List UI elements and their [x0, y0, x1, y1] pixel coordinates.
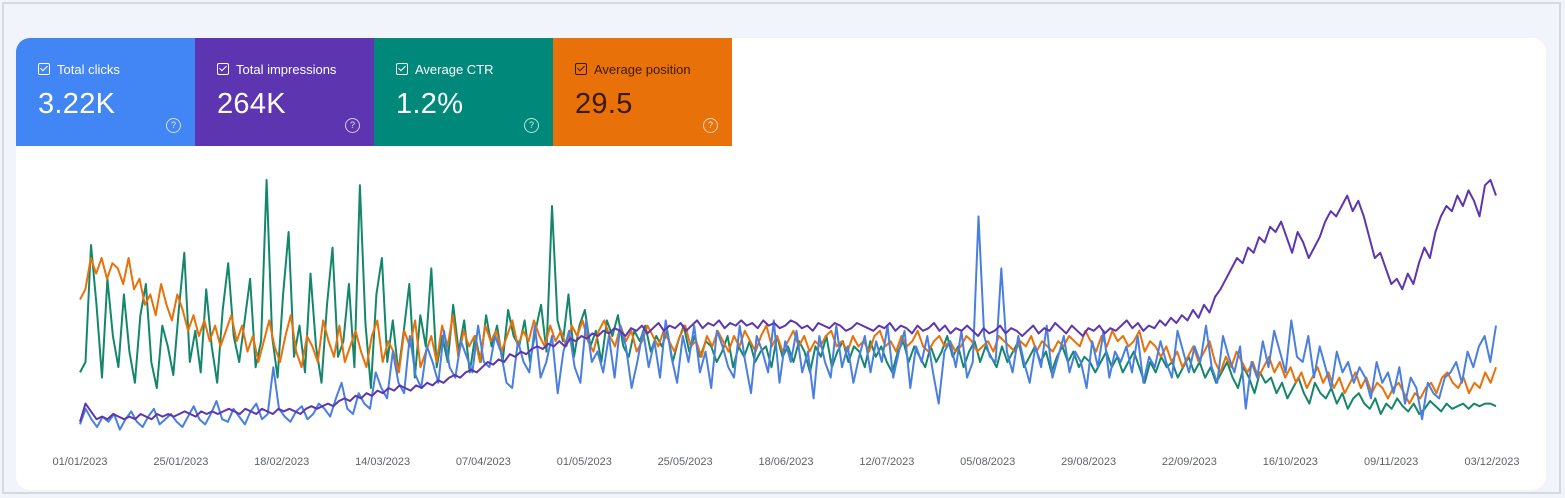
x-axis-ticks: 01/01/2023 25/01/2023 18/02/2023 14/03/2023… — [52, 456, 1519, 468]
x-tick-label: 01/01/2023 — [52, 456, 107, 468]
x-tick-label: 03/12/2023 — [1464, 456, 1519, 468]
x-tick-label: 12/07/2023 — [859, 456, 914, 468]
series-line-average-ctr — [79, 179, 1497, 415]
help-circle-icon[interactable]: ? — [166, 118, 181, 133]
performance-line-chart: 01/01/2023 25/01/2023 18/02/2023 14/03/2023… — [52, 179, 1520, 468]
metric-tile-average-ctr[interactable]: Average CTR 1.2% ? — [374, 38, 553, 146]
help-circle-icon[interactable]: ? — [524, 118, 539, 133]
x-tick-label: 07/04/2023 — [456, 456, 511, 468]
series-layer — [79, 179, 1497, 431]
help-circle-icon[interactable]: ? — [345, 118, 360, 133]
x-tick-label: 16/10/2023 — [1263, 456, 1318, 468]
checkbox-checked-icon[interactable] — [575, 63, 587, 75]
x-tick-label: 22/09/2023 — [1162, 456, 1217, 468]
metric-tile-average-position[interactable]: Average position 29.5 ? — [553, 38, 732, 146]
metric-value: 264K — [217, 88, 286, 120]
checkbox-checked-icon[interactable] — [217, 63, 229, 75]
metric-label: Average position — [594, 61, 691, 77]
metric-label: Total impressions — [236, 61, 337, 77]
metric-label: Total clicks — [57, 61, 120, 77]
metric-value: 1.2% — [396, 88, 464, 120]
metric-tile-total-clicks[interactable]: Total clicks 3.22K ? — [16, 38, 195, 146]
x-tick-label: 25/05/2023 — [658, 456, 713, 468]
help-circle-icon[interactable]: ? — [703, 118, 718, 133]
metric-value: 3.22K — [38, 88, 116, 120]
x-tick-label: 01/05/2023 — [557, 456, 612, 468]
performance-card: 01/01/2023 25/01/2023 18/02/2023 14/03/2023… — [16, 38, 1546, 490]
series-line-total-impressions — [79, 179, 1497, 423]
x-tick-label: 18/02/2023 — [254, 456, 309, 468]
metric-value: 29.5 — [575, 88, 633, 120]
metric-tile-total-impressions[interactable]: Total impressions 264K ? — [195, 38, 374, 146]
x-tick-label: 09/11/2023 — [1364, 456, 1418, 468]
x-tick-label: 18/06/2023 — [758, 456, 813, 468]
series-line-average-position — [79, 257, 1497, 405]
checkbox-checked-icon[interactable] — [38, 63, 50, 75]
x-tick-label: 05/08/2023 — [960, 456, 1015, 468]
x-tick-label: 25/01/2023 — [153, 456, 208, 468]
metric-tiles: Total clicks 3.22K ? Total impressions 2… — [16, 38, 732, 146]
metric-label: Average CTR — [415, 61, 494, 77]
x-tick-label: 14/03/2023 — [355, 456, 410, 468]
x-tick-label: 29/08/2023 — [1061, 456, 1116, 468]
checkbox-checked-icon[interactable] — [396, 63, 408, 75]
